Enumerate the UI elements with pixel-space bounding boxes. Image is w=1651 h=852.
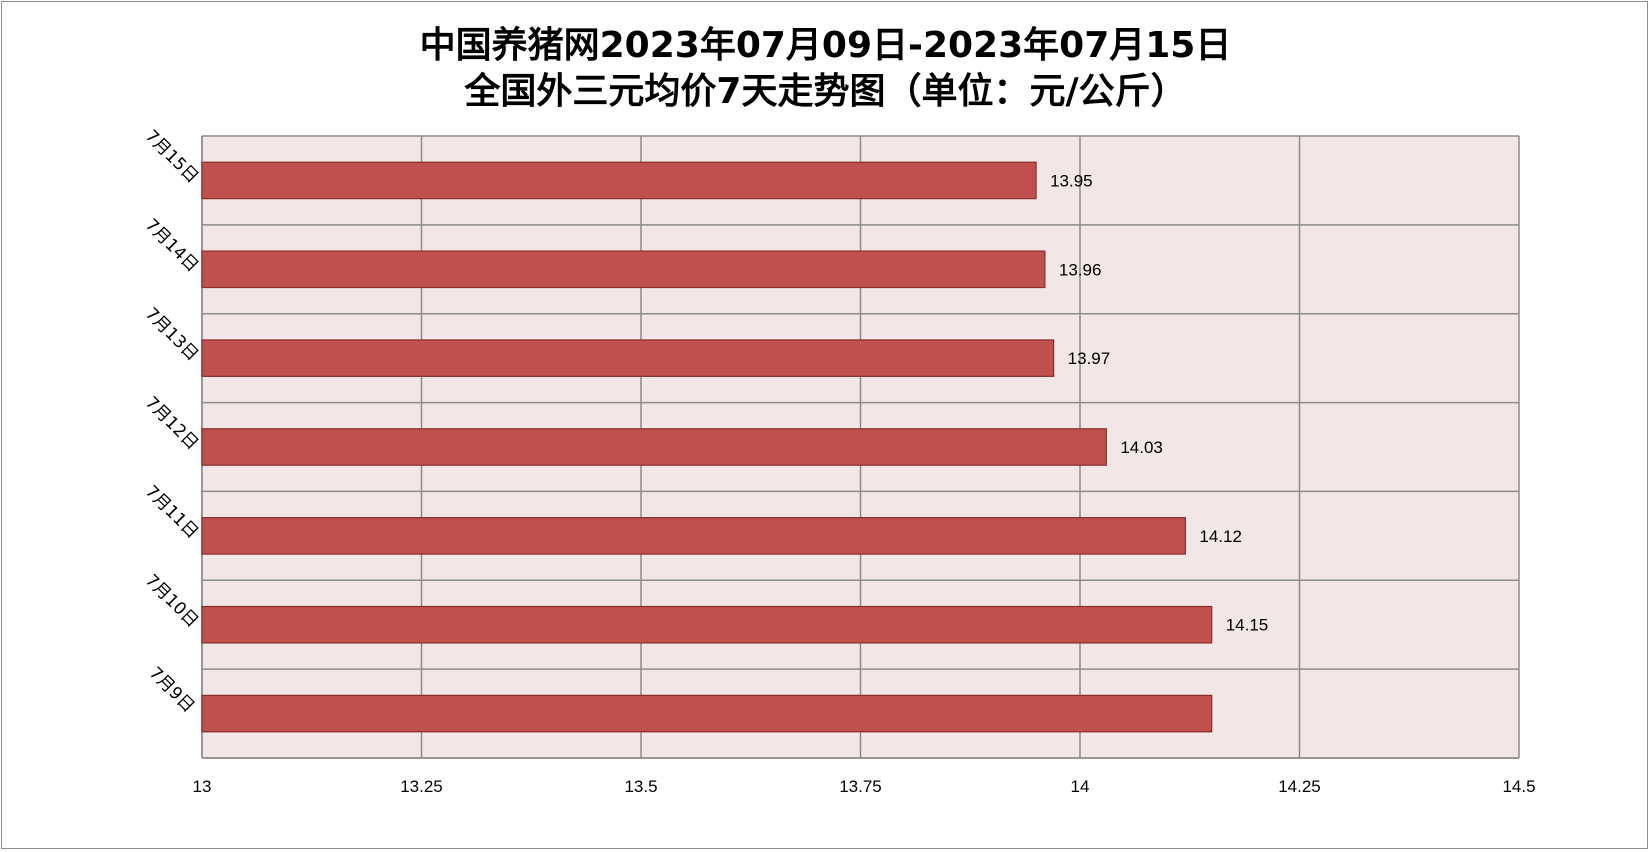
data-label-3: 14.03 [1120,438,1163,457]
category-label-0: 7月15日 [141,126,202,187]
chart-subtitle: 全国外三元均价7天走势图（单位：元/公斤） [464,71,1187,112]
x-tick-label-0: 13 [193,777,212,796]
data-label-0: 13.95 [1050,171,1093,190]
category-label-6: 7月9日 [145,663,198,716]
data-label-4: 14.12 [1199,527,1242,546]
category-label-2: 7月13日 [141,304,202,365]
bar-4 [201,517,1186,555]
category-label-1: 7月14日 [141,215,202,276]
category-label-5: 7月10日 [141,571,202,632]
x-tick-label-1: 13.25 [400,777,443,796]
data-label-2: 13.97 [1068,349,1111,368]
category-label-3: 7月12日 [141,393,202,454]
data-label-5: 14.15 [1226,616,1269,635]
bar-1 [201,250,1046,289]
data-label-1: 13.96 [1059,260,1102,279]
x-tick-label-6: 14.5 [1502,777,1535,796]
bar-3 [201,428,1107,466]
bar-0 [201,161,1037,200]
x-tick-label-4: 14 [1071,777,1090,796]
bar-2 [201,339,1055,377]
x-tick-label-3: 13.75 [839,777,882,796]
x-tick-label-5: 14.25 [1278,777,1321,796]
chart-title: 中国养猪网2023年07月09日-2023年07月15日 [419,25,1232,66]
category-label-4: 7月11日 [141,482,202,543]
bar-6 [201,694,1213,733]
bar-5 [201,605,1213,644]
x-tick-label-2: 13.5 [624,777,657,796]
